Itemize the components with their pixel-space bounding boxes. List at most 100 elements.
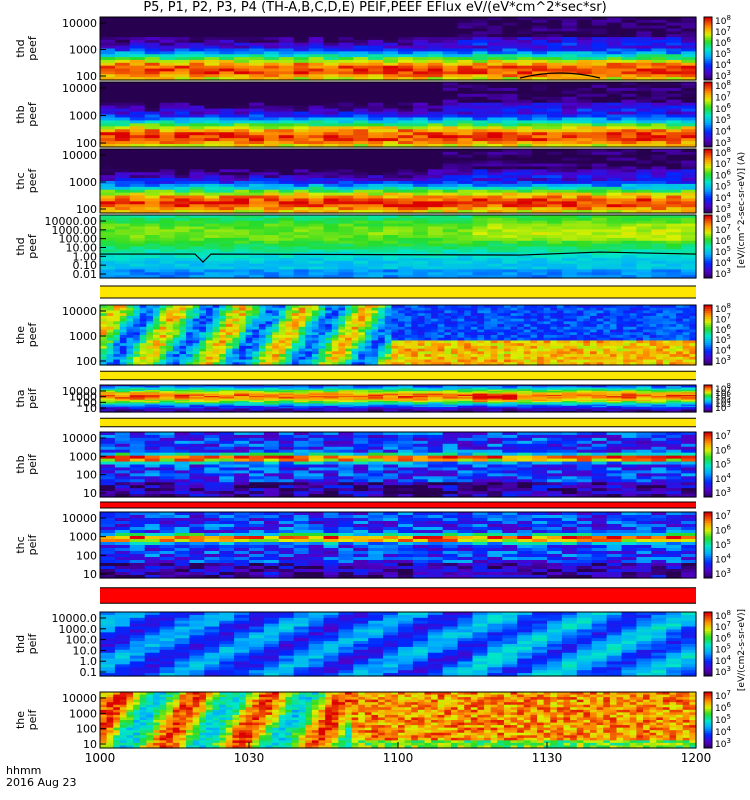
heatmap-cell (293, 138, 310, 142)
heatmap-cell (636, 235, 652, 239)
heatmap-cell (442, 263, 459, 268)
heatmap-cell (338, 77, 354, 81)
heatmap-cell (681, 240, 697, 245)
heatmap-cell (666, 65, 682, 70)
heatmap-cell (278, 240, 295, 245)
heatmap-cell (204, 62, 220, 67)
heatmap-cell (114, 77, 131, 81)
heatmap-cell (412, 175, 429, 179)
heatmap-cell (472, 42, 488, 47)
heatmap-cell (234, 68, 250, 73)
heatmap-cell (249, 45, 265, 50)
heatmap-cell (606, 229, 623, 233)
heatmap-cell (412, 263, 429, 268)
heatmap-cell (502, 117, 518, 121)
heatmap-cell (666, 235, 682, 239)
heatmap-cell (174, 123, 190, 127)
heatmap-cell (114, 210, 131, 214)
heatmap-cell (353, 65, 369, 70)
heatmap-cell (651, 141, 667, 145)
heatmap-cell (666, 217, 682, 222)
heatmap-cell (249, 59, 265, 64)
heatmap-cell (189, 45, 205, 50)
heatmap-cell (532, 22, 548, 27)
heatmap-cell (234, 186, 250, 191)
heatmap-cell (234, 229, 250, 233)
heatmap-cell (606, 172, 623, 176)
heatmap-cell (204, 275, 220, 279)
heatmap-cell (442, 198, 459, 202)
heatmap-cell (204, 105, 220, 110)
heatmap-cell (591, 232, 608, 236)
heatmap-cell (144, 22, 161, 27)
heatmap-cell (368, 129, 384, 133)
heatmap-cell (338, 246, 354, 250)
heatmap-cell (144, 217, 161, 222)
heatmap-cell (472, 99, 488, 104)
heatmap-cell (293, 51, 310, 55)
heatmap-cell (651, 183, 667, 188)
heatmap-cell (442, 149, 459, 153)
heatmap-cell (129, 71, 146, 75)
heatmap-cell (353, 28, 369, 32)
heatmap-cell (249, 87, 265, 92)
heatmap-cell (129, 195, 146, 200)
heatmap-cell (398, 90, 414, 95)
heatmap-cell (517, 215, 533, 219)
heatmap-cell (442, 195, 459, 200)
heatmap-cell (547, 144, 563, 148)
heatmap-cell (398, 175, 414, 179)
heatmap-cell (308, 166, 325, 170)
heatmap-cell (383, 31, 399, 35)
heatmap-cell (576, 149, 593, 153)
heatmap-cell (219, 93, 235, 98)
heatmap-cell (323, 166, 339, 170)
heatmap-cell (234, 39, 250, 44)
heatmap-cell (368, 65, 384, 70)
heatmap-cell (129, 204, 146, 208)
heatmap-cell (681, 84, 697, 89)
heatmap-cell (606, 243, 623, 248)
heatmap-cell (219, 117, 235, 121)
heatmap-cell (561, 82, 578, 86)
heatmap-cell (144, 223, 161, 228)
heatmap-cell (591, 207, 608, 211)
heatmap-cell (621, 135, 637, 139)
heatmap-cell (204, 48, 220, 52)
heatmap-cell (189, 240, 205, 245)
heatmap-cell (114, 192, 131, 197)
heatmap-cell (323, 154, 339, 159)
heatmap-cell (308, 90, 325, 95)
heatmap-cell (308, 181, 325, 185)
heatmap-cell (278, 166, 295, 170)
heatmap-cell (159, 37, 176, 41)
heatmap-cell (383, 255, 399, 259)
heatmap-cell (636, 62, 652, 67)
heatmap-cell (427, 39, 444, 44)
heatmap-cell (412, 25, 429, 30)
heatmap-cell (606, 54, 623, 58)
heatmap-cell (398, 252, 414, 256)
heatmap-cell (532, 192, 548, 197)
heatmap-cell (666, 272, 682, 276)
heatmap-cell (159, 246, 176, 250)
heatmap-cell (576, 237, 593, 242)
heatmap-cell (263, 272, 280, 276)
heatmap-cell (368, 96, 384, 101)
heatmap-cell (249, 39, 265, 44)
colorbar-step (704, 21, 712, 24)
heatmap-cell (442, 34, 459, 38)
heatmap-cell (547, 192, 563, 197)
heatmap-cell (502, 123, 518, 127)
heatmap-cell (561, 186, 578, 191)
heatmap-cell (249, 31, 265, 35)
heatmap-cell (412, 186, 429, 191)
heatmap-cell (666, 120, 682, 124)
heatmap-cell (621, 207, 637, 211)
heatmap-cell (129, 275, 146, 279)
heatmap-cell (308, 229, 325, 233)
heatmap-cell (517, 237, 533, 242)
heatmap-cell (591, 25, 608, 30)
heatmap-cell (100, 272, 116, 276)
heatmap-cell (681, 71, 697, 75)
